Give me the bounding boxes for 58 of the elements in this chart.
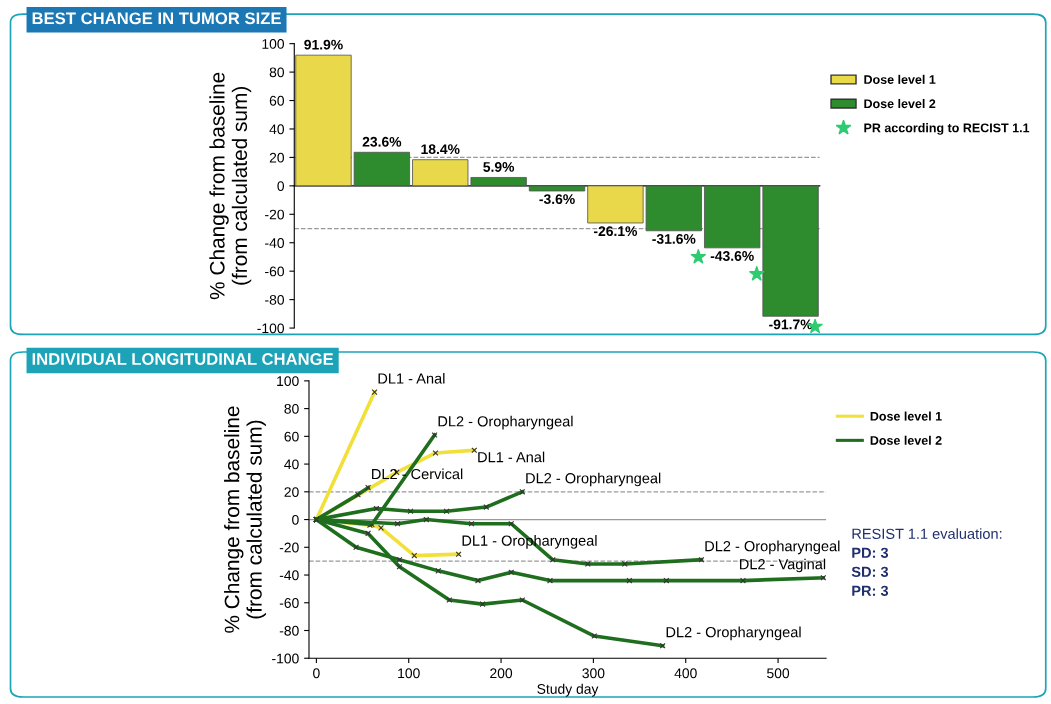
- y-axis-title: % Change from baseline (from calculated sum): [224, 406, 266, 633]
- data-label: 18.4%: [421, 144, 460, 155]
- y-tick-label: -20: [279, 542, 299, 553]
- data-label: 91.9%: [304, 39, 343, 50]
- y-tick-label: -100: [272, 653, 299, 664]
- data-label: -91.7%: [769, 319, 813, 330]
- y-tick-label: 80: [269, 67, 285, 78]
- y-tick-label: 20: [284, 487, 299, 497]
- y-tick-label: -100: [257, 323, 285, 334]
- y-tick-label: -80: [279, 625, 299, 636]
- y-tick-label: -40: [279, 570, 299, 581]
- legend-label: Dose level 2: [864, 98, 936, 109]
- y-tick-label: 100: [277, 376, 299, 387]
- y-tick-label: 80: [284, 403, 299, 414]
- text: PD: 3: [852, 547, 889, 558]
- annotation: DL1 - Anal: [378, 372, 445, 384]
- x-tick-label: 100: [398, 668, 420, 679]
- text: SD: 3: [851, 566, 889, 577]
- y-tick-label: 100: [262, 38, 285, 49]
- y-tick-label: 0: [292, 514, 299, 525]
- x-axis-title: Study day: [537, 683, 599, 697]
- data-label: -43.6%: [710, 251, 754, 261]
- data-label: -31.6%: [652, 234, 696, 244]
- text: RESIST 1.1 evaluation:: [852, 528, 1002, 539]
- data-label: 5.9%: [483, 162, 515, 172]
- y-tick-label: -20: [265, 209, 285, 220]
- x-tick-label: 300: [582, 668, 605, 679]
- x-tick-label: 0: [313, 668, 320, 679]
- y-tick-label: 60: [269, 95, 285, 106]
- y-tick-label: -80: [265, 294, 285, 305]
- x-tick-label: 400: [674, 668, 697, 679]
- text: BEST CHANGE IN TUMOR SIZE: [32, 12, 281, 25]
- y-tick-label: 20: [269, 152, 285, 163]
- chart-title: INDIVIDUAL LONGITUDINAL CHANGE: [32, 353, 334, 365]
- y-tick-label: -60: [265, 266, 285, 277]
- data-label: 23.6%: [362, 136, 402, 147]
- text: PR: 3: [852, 585, 889, 596]
- y-tick-label: 0: [277, 181, 285, 192]
- data-label: -26.1%: [593, 226, 638, 237]
- legend-label: Dose level 1: [864, 74, 936, 84]
- annotation: DL2 - Oropharyngeal: [666, 626, 801, 641]
- data-label: -3.6%: [539, 194, 575, 205]
- annotation: DL2 - Oropharyngeal: [438, 415, 573, 430]
- y-tick-label: 60: [284, 431, 299, 442]
- legend-label: Dose level 2: [870, 435, 942, 445]
- legend-label: PR according to RECIST 1.1: [864, 123, 1030, 135]
- y-tick-label: 40: [284, 459, 299, 470]
- x-tick-label: 500: [767, 668, 790, 679]
- annotation: DL2 - Oropharyngeal: [705, 540, 840, 555]
- y-tick-label: -40: [265, 238, 285, 248]
- annotation: DL1 - Anal: [478, 451, 545, 463]
- legend-label: Dose level 1: [870, 411, 942, 421]
- y-axis-title: % Change from baseline (from calculated sum): [209, 72, 252, 300]
- x-tick-label: 200: [490, 668, 513, 679]
- annotation: DL2 - Vaginal: [740, 558, 826, 573]
- y-tick-label: 40: [269, 124, 285, 135]
- annotation: DL2 - Oropharyngeal: [526, 472, 661, 487]
- y-tick-label: -60: [279, 598, 299, 608]
